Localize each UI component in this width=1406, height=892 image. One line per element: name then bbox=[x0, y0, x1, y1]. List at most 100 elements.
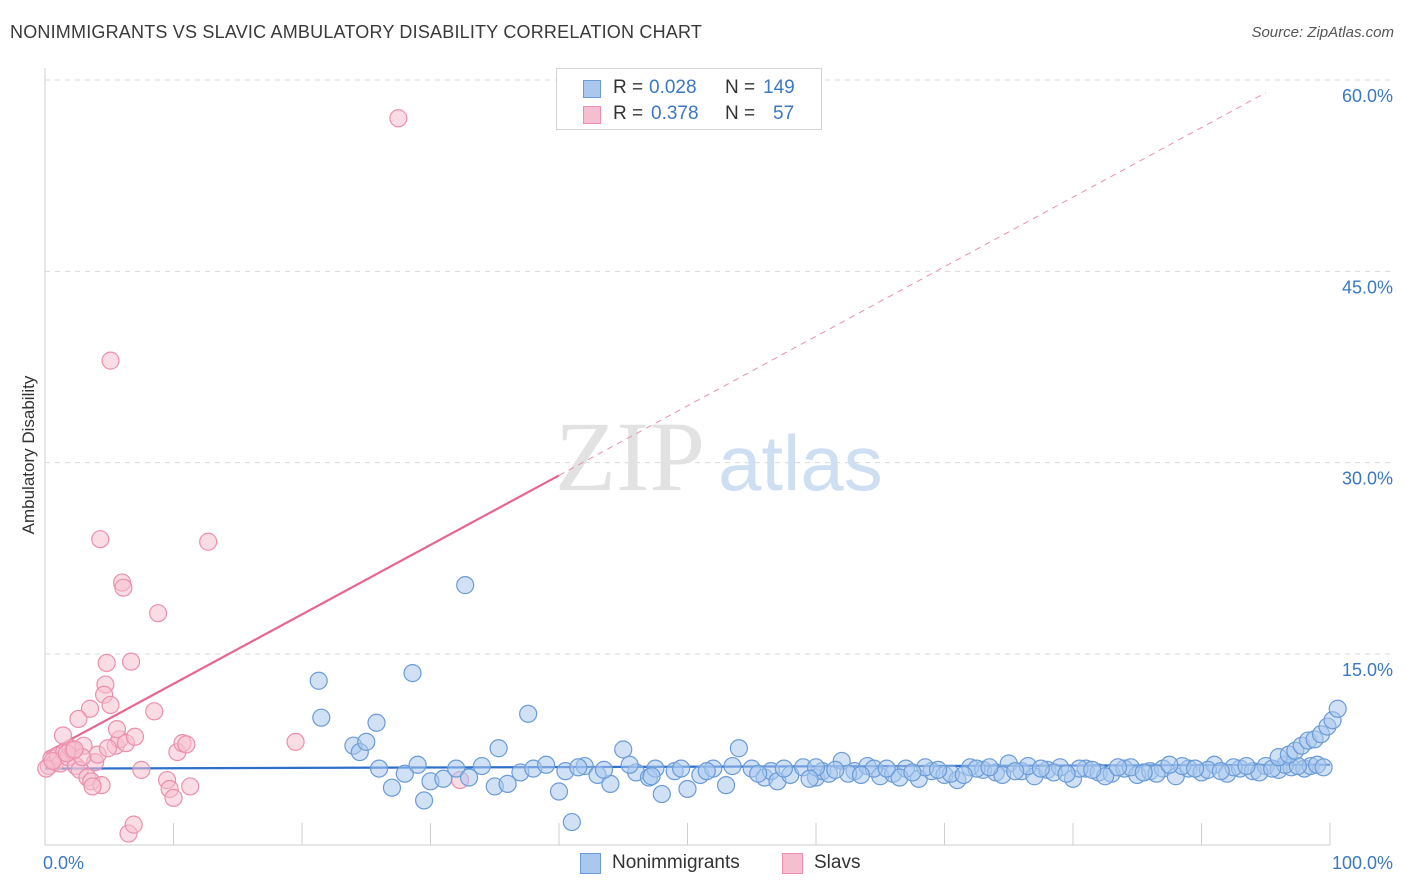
slavs-point bbox=[148, 604, 168, 623]
slavs-point bbox=[124, 815, 143, 834]
legend-n-label: N = bbox=[725, 103, 756, 124]
legend-r-label: R = bbox=[613, 103, 644, 124]
nonimmigrants-point bbox=[498, 774, 517, 793]
nonimmigrants-point bbox=[620, 755, 639, 774]
legend-r-value: 0.378 bbox=[651, 103, 699, 124]
nonimmigrants-point bbox=[678, 779, 697, 799]
nonimmigrants-point bbox=[1211, 762, 1230, 781]
nonimmigrants-point bbox=[723, 756, 742, 776]
nonimmigrants-point bbox=[1031, 759, 1050, 778]
watermark: ZIP atlas bbox=[555, 401, 883, 512]
legend-r-label: R = bbox=[613, 77, 644, 98]
chart-title: NONIMMIGRANTS VS SLAVIC AMBULATORY DISAB… bbox=[10, 22, 703, 42]
nonimmigrants-point bbox=[826, 760, 845, 779]
y-tick-label: 15.0% bbox=[1342, 660, 1393, 680]
nonimmigrants-point bbox=[903, 763, 922, 782]
slavs-point bbox=[121, 652, 141, 671]
nonimmigrants-point bbox=[1057, 764, 1076, 783]
trend-line-slavs bbox=[44, 474, 560, 755]
nonimmigrants-point bbox=[367, 713, 386, 732]
nonimmigrants-point bbox=[414, 791, 434, 810]
nonimmigrants-point bbox=[1185, 759, 1205, 778]
nonimmigrants-point bbox=[357, 732, 376, 751]
legend-swatch-blue bbox=[580, 853, 601, 874]
slavs-point bbox=[101, 351, 120, 370]
source-label: Source: ZipAtlas.com bbox=[1251, 24, 1394, 41]
nonimmigrants-point bbox=[537, 755, 556, 774]
legend-swatch-pink bbox=[782, 853, 803, 874]
slavs-point bbox=[53, 726, 73, 745]
x-tick-label: 100.0% bbox=[1332, 853, 1393, 873]
legend-r-value: 0.028 bbox=[649, 77, 697, 98]
legend-label: Nonimmigrants bbox=[612, 852, 740, 873]
nonimmigrants-point bbox=[1108, 758, 1128, 777]
nonimmigrants-point bbox=[519, 704, 538, 723]
legend-n-value: 57 bbox=[773, 103, 795, 124]
slavs-point bbox=[286, 732, 305, 751]
nonimmigrants-point bbox=[447, 759, 466, 778]
y-tick-label: 45.0% bbox=[1342, 277, 1393, 297]
slavs-point bbox=[83, 777, 102, 796]
nonimmigrants-points bbox=[309, 576, 1347, 832]
x-tick-label: 0.0% bbox=[43, 853, 84, 873]
nonimmigrants-point bbox=[312, 708, 331, 727]
nonimmigrants-point bbox=[928, 760, 948, 779]
nonimmigrants-point bbox=[652, 784, 671, 804]
nonimmigrants-point bbox=[774, 759, 793, 778]
nonimmigrants-point bbox=[489, 739, 508, 758]
slavs-point bbox=[181, 777, 200, 796]
nonimmigrants-point bbox=[408, 755, 427, 774]
nonimmigrants-point bbox=[456, 576, 475, 595]
slavs-point bbox=[114, 578, 133, 597]
correlation-legend: R = 0.028 N = 149 R = 0.378 N = 57 bbox=[556, 68, 822, 130]
slavs-point bbox=[145, 702, 164, 721]
nonimmigrants-point bbox=[1083, 760, 1102, 779]
nonimmigrants-point bbox=[562, 812, 581, 832]
nonimmigrants-point bbox=[1237, 756, 1256, 776]
nonimmigrants-point bbox=[1134, 763, 1153, 782]
slavs-point bbox=[164, 788, 183, 807]
nonimmigrants-point bbox=[671, 759, 691, 778]
legend-swatch-blue bbox=[583, 80, 601, 98]
y-tick-label: 60.0% bbox=[1342, 86, 1393, 106]
watermark-atlas: atlas bbox=[718, 419, 883, 507]
nonimmigrants-point bbox=[716, 776, 736, 795]
slavs-point bbox=[132, 760, 151, 779]
slavs-point bbox=[199, 532, 218, 551]
slavs-point bbox=[125, 727, 145, 746]
nonimmigrants-point bbox=[594, 760, 614, 779]
y-axis-label: Ambulatory Disability bbox=[19, 375, 38, 534]
nonimmigrants-point bbox=[954, 765, 973, 785]
y-tick-label: 30.0% bbox=[1342, 469, 1393, 489]
nonimmigrants-point bbox=[877, 759, 896, 778]
slavs-point bbox=[107, 720, 127, 739]
slavs-point bbox=[97, 653, 116, 673]
nonimmigrants-point bbox=[642, 767, 661, 786]
nonimmigrants-point bbox=[1160, 755, 1179, 774]
nonimmigrants-point bbox=[1314, 758, 1333, 777]
legend-swatch-pink bbox=[583, 106, 601, 124]
slavs-point bbox=[101, 695, 120, 715]
nonimmigrants-point bbox=[472, 756, 491, 776]
nonimmigrants-point bbox=[851, 765, 871, 785]
trend-extension-slavs bbox=[558, 92, 1266, 476]
nonimmigrants-point bbox=[729, 739, 749, 758]
nonimmigrants-point bbox=[980, 758, 999, 777]
nonimmigrants-point bbox=[403, 663, 422, 683]
nonimmigrants-point bbox=[382, 778, 402, 797]
nonimmigrants-point bbox=[697, 762, 716, 781]
slavs-point bbox=[43, 751, 62, 771]
nonimmigrants-point bbox=[1328, 699, 1347, 718]
slavs-point bbox=[389, 109, 408, 128]
slavs-point bbox=[177, 735, 196, 754]
slavs-point bbox=[80, 699, 100, 718]
watermark-zip: ZIP bbox=[555, 401, 705, 512]
slavs-point bbox=[69, 709, 88, 729]
tick-labels: 15.0% 30.0% 45.0% 60.0% 0.0% 100.0% bbox=[43, 86, 1393, 873]
legend-n-value: 149 bbox=[763, 77, 795, 98]
nonimmigrants-point bbox=[1006, 762, 1025, 781]
nonimmigrants-point bbox=[370, 759, 389, 778]
slavs-point bbox=[65, 740, 84, 759]
legend-label: Slavs bbox=[814, 852, 861, 873]
